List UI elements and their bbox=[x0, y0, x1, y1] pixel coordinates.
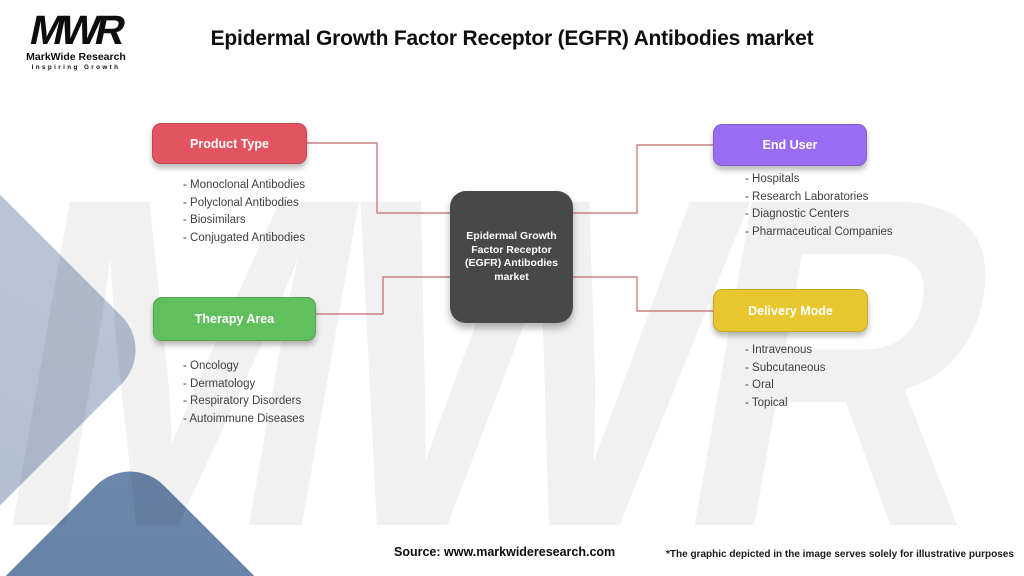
list-item: - Research Laboratories bbox=[745, 190, 869, 203]
list-item: - Biosimilars bbox=[183, 214, 246, 226]
connector-therapy-area bbox=[316, 276, 450, 315]
category-items-end-user: - Hospitals - Research Laboratories - Di… bbox=[745, 171, 893, 241]
list-item: - Dermatology bbox=[183, 377, 256, 390]
source-line: Source: www.markwideresearch.com bbox=[394, 545, 615, 559]
category-label-therapy-area: Therapy Area bbox=[194, 312, 275, 326]
list-item: - Oncology bbox=[183, 360, 239, 372]
category-items-product-type: - Monoclonal Antibodies - Polyclonal Ant… bbox=[183, 177, 305, 247]
list-item: - Pharmaceutical Companies bbox=[745, 225, 893, 238]
list-item: - Subcutaneous bbox=[745, 361, 826, 374]
list-item: - Autoimmune Diseases bbox=[183, 412, 305, 425]
category-box-therapy-area: Therapy Area bbox=[153, 297, 316, 341]
category-box-delivery-mode: Delivery Mode bbox=[713, 289, 868, 332]
center-node-egfr-market: Epidermal Growth Factor Receptor (EGFR) … bbox=[450, 191, 573, 323]
list-item: - Monoclonal Antibodies bbox=[183, 179, 306, 191]
logo-tagline: Inspiring Growth bbox=[31, 64, 121, 71]
category-label-delivery-mode: Delivery Mode bbox=[748, 303, 833, 318]
category-label-end-user: End User bbox=[762, 138, 818, 152]
list-item: - Polyclonal Antibodies bbox=[183, 196, 299, 209]
category-box-product-type: Product Type bbox=[152, 123, 307, 164]
logo-name: MarkWide Research bbox=[26, 51, 126, 63]
list-item: - Diagnostic Centers bbox=[745, 208, 850, 220]
markwide-research-logo: MWR MarkWide Research Inspiring Growth bbox=[20, 7, 132, 71]
page-title: Epidermal Growth Factor Receptor (EGFR) … bbox=[210, 27, 814, 50]
list-item: - Intravenous bbox=[745, 344, 813, 356]
category-label-product-type: Product Type bbox=[190, 136, 269, 151]
list-item: - Hospitals bbox=[745, 173, 800, 185]
disclaimer-text: *The graphic depicted in the image serve… bbox=[666, 549, 1014, 560]
source-url-link[interactable]: www.markwideresearch.com bbox=[444, 545, 616, 559]
connector-delivery-mode bbox=[573, 276, 713, 312]
list-item: - Oral bbox=[745, 379, 774, 391]
connector-product-type bbox=[307, 142, 450, 214]
list-item: - Conjugated Antibodies bbox=[183, 231, 306, 244]
category-box-end-user: End User bbox=[713, 124, 867, 166]
list-item: - Topical bbox=[745, 396, 788, 409]
source-label: Source: bbox=[394, 545, 441, 559]
connector-end-user bbox=[573, 144, 713, 214]
category-items-delivery-mode: - Intravenous - Subcutaneous - Oral - To… bbox=[745, 342, 826, 412]
category-items-therapy-area: - Oncology - Dermatology - Respiratory D… bbox=[183, 358, 304, 428]
center-node-label: Epidermal Growth Factor Receptor (EGFR) … bbox=[465, 230, 558, 283]
list-item: - Respiratory Disorders bbox=[183, 395, 302, 407]
